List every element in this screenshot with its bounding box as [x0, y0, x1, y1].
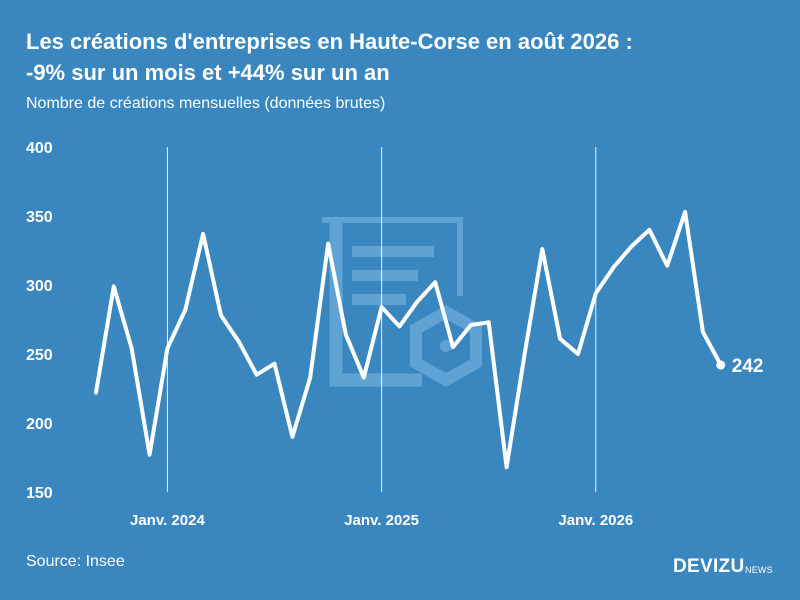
series-line [94, 209, 723, 470]
x-tick-label: Janv. 2024 [130, 512, 205, 529]
x-axis-tick-labels: Janv. 2024 Janv. 2025 Janv. 2026 [130, 512, 633, 529]
watermark-logo-icon [322, 217, 482, 387]
y-tick-label: 150 [26, 485, 53, 502]
series-group: 242 [94, 209, 764, 470]
y-tick-label: 250 [26, 347, 53, 364]
y-axis-tick-labels: 150 200 250 300 350 400 [26, 140, 53, 502]
chart-title: Les créations d'entreprises en Haute-Cor… [26, 26, 786, 88]
x-tick-label: Janv. 2026 [558, 512, 633, 529]
source-note: Source: Insee [26, 553, 125, 570]
title-line-1: Les créations d'entreprises en Haute-Cor… [26, 29, 633, 54]
brand-logo-sub: NEWS [745, 565, 773, 575]
y-tick-label: 350 [26, 209, 53, 226]
end-point-marker [716, 360, 726, 370]
brand-logo: DEVIZU [673, 556, 745, 577]
y-tick-label: 400 [26, 140, 53, 157]
end-value-label: 242 [732, 356, 764, 377]
y-tick-label: 200 [26, 416, 53, 433]
chart-subtitle: Nombre de créations mensuelles (données … [26, 95, 386, 112]
title-line-2: -9% sur un mois et +44% sur un an [26, 60, 390, 85]
x-tick-label: Janv. 2025 [344, 512, 419, 529]
vertical-gridlines [166, 147, 597, 492]
y-tick-label: 300 [26, 278, 53, 295]
